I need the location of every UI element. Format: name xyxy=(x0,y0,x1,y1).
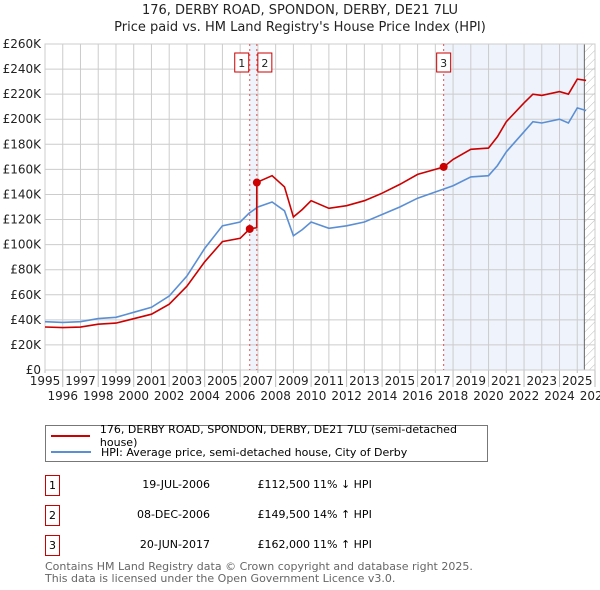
property-price-line xyxy=(44,78,587,329)
sale-price: £149,500 xyxy=(257,508,311,521)
chart-subtitle: Price paid vs. HM Land Registry's House … xyxy=(114,20,486,35)
x-tick-label: 2007 xyxy=(243,374,274,388)
y-tick-label: £20K xyxy=(10,338,42,352)
y-tick-label: £120K xyxy=(3,213,43,227)
sale-label-box xyxy=(436,52,452,73)
x-tick-label: 2025 xyxy=(562,374,593,388)
sale-date: 08-DEC-2006 xyxy=(136,508,210,521)
y-tick-label: £100K xyxy=(3,238,43,252)
sale-price: £112,500 xyxy=(257,478,311,491)
x-tick-label: 2009 xyxy=(278,374,309,388)
x-tick-label: 2014 xyxy=(367,389,398,403)
footer-copyright: Contains HM Land Registry data © Crown c… xyxy=(45,560,473,573)
x-tick-label: 2008 xyxy=(260,389,291,403)
plot-border xyxy=(44,43,596,371)
x-tick-label: 1995 xyxy=(30,374,61,388)
x-tick-label: 1998 xyxy=(83,389,114,403)
y-tick-label: £220K xyxy=(3,87,43,101)
sale-point xyxy=(252,178,261,187)
sale-hpi-diff: 11% ↑ HPI xyxy=(313,538,372,551)
x-tick-label: 2002 xyxy=(154,389,185,403)
x-tick-label: 1996 xyxy=(47,389,78,403)
y-tick-label: £80K xyxy=(10,263,42,277)
sale-date: 20-JUN-2017 xyxy=(139,538,210,551)
x-tick-label: 2004 xyxy=(189,389,220,403)
x-tick-label: 2003 xyxy=(172,374,203,388)
price-chart: £0 £20K £40K £60K £80K £100K £120K £140K £160K £1… xyxy=(3,37,600,403)
x-tick-label: 2019 xyxy=(456,374,487,388)
sale-point xyxy=(439,162,448,171)
x-tick-label: 2026 xyxy=(580,389,600,403)
y-tick-label: £180K xyxy=(3,137,43,151)
legend-item-hpi: HPI: Average price, semi-detached house,… xyxy=(51,444,407,460)
transaction-row: 3 20-JUN-2017 £162,000 11% ↑ HPI xyxy=(45,535,545,556)
chart-title: 176, DERBY ROAD, SPONDON, DERBY, DE21 7L… xyxy=(141,3,459,18)
x-tick-label: 2013 xyxy=(349,374,380,388)
sale-marker-badge: 3 xyxy=(45,535,60,556)
sale-marker-badge: 2 xyxy=(45,505,60,526)
footer-licence: This data is licensed under the Open Gov… xyxy=(45,572,396,585)
sale-marker-badge: 1 xyxy=(45,475,60,496)
sale-point xyxy=(245,224,254,233)
x-tick-label: 2006 xyxy=(225,389,256,403)
x-tick-label: 2010 xyxy=(296,389,327,403)
transaction-row: 1 19-JUL-2006 £112,500 11% ↓ HPI xyxy=(45,475,545,496)
sale-label: 1 xyxy=(238,57,245,70)
x-tick-label: 2001 xyxy=(136,374,167,388)
legend-item-property: 176, DERBY ROAD, SPONDON, DERBY, DE21 7L… xyxy=(51,423,487,449)
x-tick-label: 2012 xyxy=(331,389,362,403)
legend-swatch xyxy=(51,435,90,437)
legend-label: 176, DERBY ROAD, SPONDON, DERBY, DE21 7L… xyxy=(99,423,457,449)
x-tick-label: 2024 xyxy=(544,389,575,403)
y-tick-label: £140K xyxy=(3,187,43,201)
y-tick-label: £240K xyxy=(3,62,43,76)
x-tick-label: 2015 xyxy=(385,374,416,388)
x-tick-label: 1999 xyxy=(101,374,132,388)
sale-period-shade xyxy=(443,44,585,370)
x-tick-label: 2016 xyxy=(402,389,433,403)
sale-label-box xyxy=(257,52,273,73)
x-tick-label: 1997 xyxy=(65,374,96,388)
sale-label: 3 xyxy=(440,57,447,70)
x-tick-label: 2022 xyxy=(509,389,540,403)
x-tick-label: 2017 xyxy=(420,374,451,388)
y-tick-label: £260K xyxy=(3,37,43,51)
x-tick-label: 2011 xyxy=(314,374,345,388)
y-tick-label: £60K xyxy=(10,288,42,302)
y-tick-label: £200K xyxy=(3,112,43,126)
sale-price: £162,000 xyxy=(257,538,311,551)
hpi-line xyxy=(44,106,587,324)
x-tick-label: 2005 xyxy=(207,374,238,388)
x-tick-label: 2018 xyxy=(438,389,469,403)
x-tick-label: 2020 xyxy=(473,389,504,403)
future-hatch xyxy=(584,44,595,370)
sale-hpi-diff: 11% ↓ HPI xyxy=(313,478,372,491)
y-tick-label: £0 xyxy=(26,363,41,377)
legend-label: HPI: Average price, semi-detached house,… xyxy=(101,445,408,459)
y-tick-label: £40K xyxy=(10,313,42,327)
x-tick-label: 2023 xyxy=(527,374,558,388)
transaction-row: 2 08-DEC-2006 £149,500 14% ↑ HPI xyxy=(45,505,545,526)
sale-label-box xyxy=(234,52,250,73)
sale-label: 2 xyxy=(261,57,268,70)
y-tick-label: £160K xyxy=(3,162,43,176)
sale-period-shade xyxy=(249,44,257,370)
x-tick-label: 2000 xyxy=(118,389,149,403)
sale-hpi-diff: 14% ↑ HPI xyxy=(313,508,372,521)
legend-swatch xyxy=(51,451,91,453)
sale-date: 19-JUL-2006 xyxy=(142,478,210,491)
x-tick-label: 2021 xyxy=(491,374,522,388)
legend: 176, DERBY ROAD, SPONDON, DERBY, DE21 7L… xyxy=(45,423,488,462)
